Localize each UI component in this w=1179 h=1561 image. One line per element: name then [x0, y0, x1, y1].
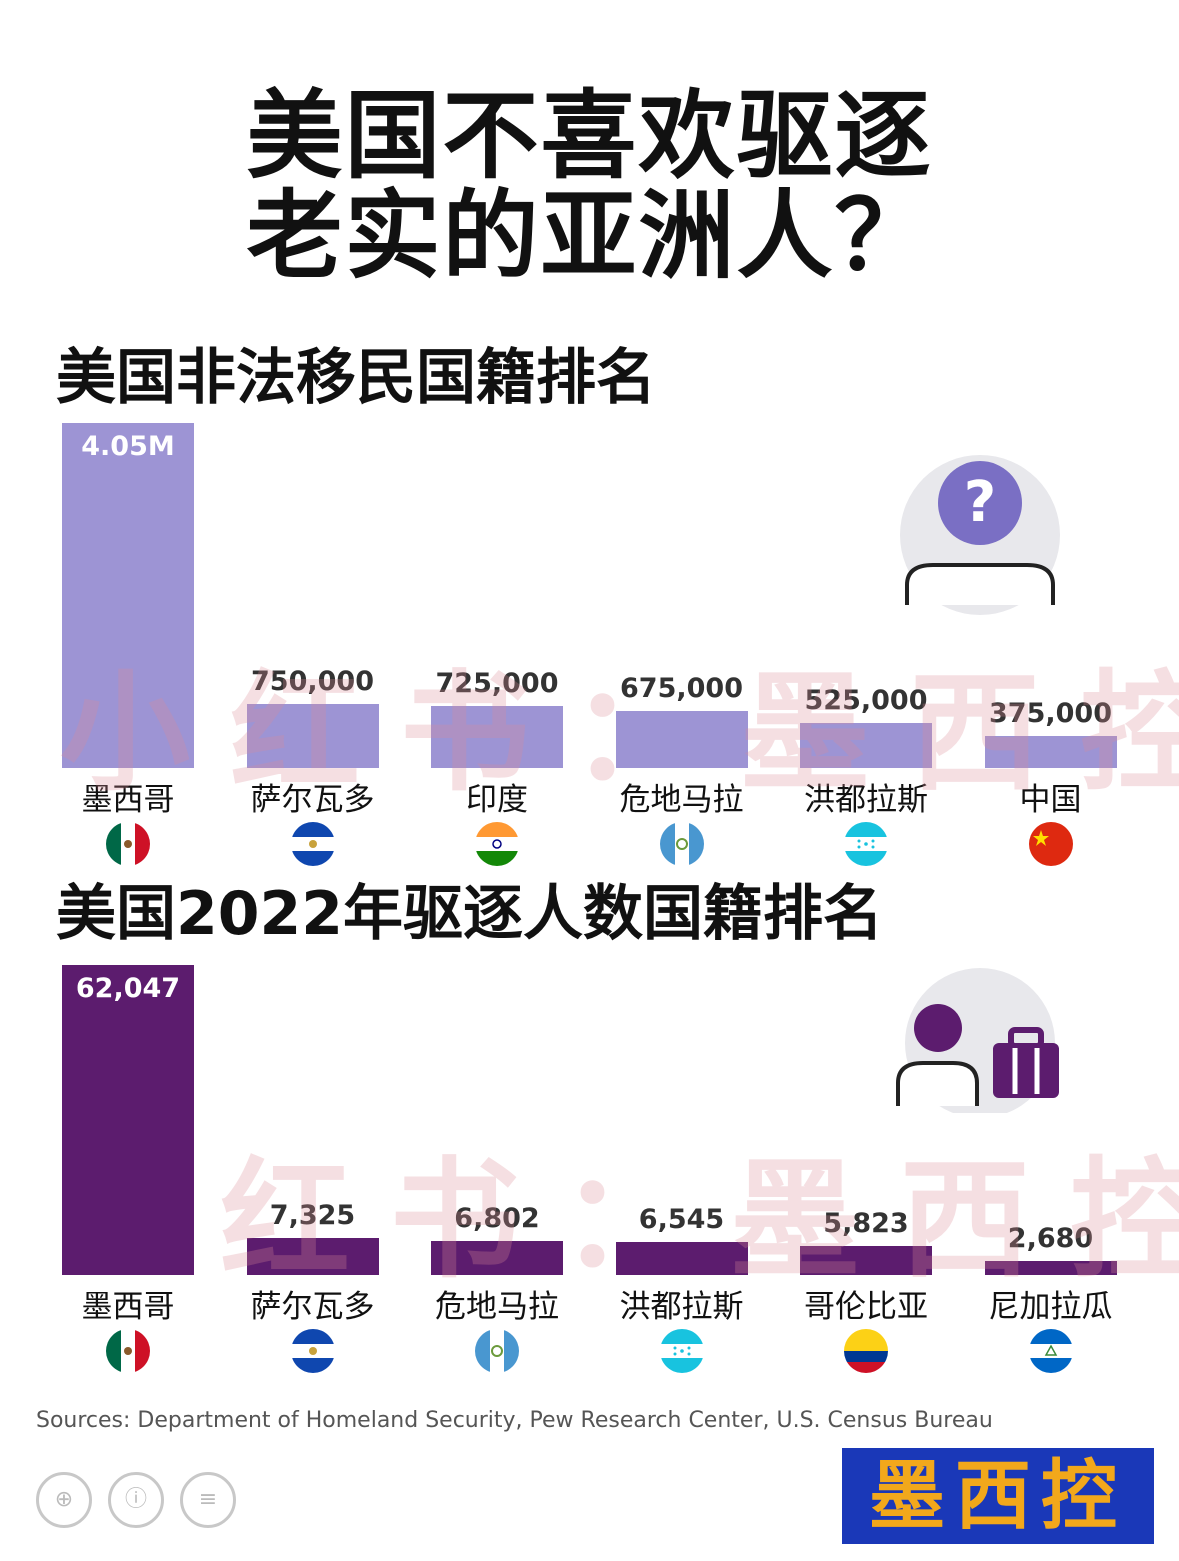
chart-2-bar-2: [246, 1238, 379, 1275]
chart-1-value-label-4: 675,000: [620, 672, 743, 704]
nicaragua-flag-icon: [1028, 1329, 1073, 1373]
chart-2-value-label-5: 5,823: [823, 1207, 909, 1239]
chart-2-category-label-1: 墨西哥: [81, 1289, 175, 1325]
el-salvador-flag-icon: [290, 822, 335, 866]
chart-1-category-label-4: 危地马拉: [619, 782, 744, 818]
chart-2-category-label-4: 洪都拉斯: [619, 1289, 744, 1325]
source-note: Sources: Department of Homeland Security…: [36, 1408, 993, 1433]
chart-2-value-label-1: 62,047: [75, 973, 181, 1004]
chart-2-bar-6: [984, 1261, 1117, 1275]
chart-2-bar-4: [615, 1242, 748, 1275]
menu-icon[interactable]: ≡: [180, 1472, 236, 1528]
chart-2-bar-1: [62, 965, 194, 1275]
chart-2-bar-3: [431, 1241, 563, 1275]
mexico-flag-icon: [106, 822, 150, 866]
guatemala-flag-icon: [659, 822, 704, 866]
chart-1-category-label-5: 洪都拉斯: [804, 782, 928, 818]
chart-2-category-label-3: 危地马拉: [435, 1289, 559, 1325]
chart-1-category-label-2: 萨尔瓦多: [250, 782, 375, 818]
chart-2-category-label-5: 哥伦比亚: [804, 1289, 928, 1325]
chart-2-title: 美国2022年驱逐人数国籍排名: [56, 879, 883, 949]
zoom-icon[interactable]: ⊕: [36, 1472, 92, 1528]
china-flag-icon: [1028, 822, 1073, 866]
honduras-flag-icon: [659, 1329, 704, 1373]
chart-1-category-label-3: 印度: [466, 782, 528, 818]
brand-logo: 墨西控: [842, 1448, 1154, 1544]
colombia-flag-icon: [844, 1329, 888, 1373]
chart-2-value-label-4: 6,545: [638, 1204, 725, 1236]
question-person-icon: ?: [900, 455, 1060, 615]
chart-1-value-label-3: 725,000: [435, 668, 559, 700]
chart-1-title: 美国非法移民国籍排名: [56, 343, 656, 413]
chart-1-bar-2: [246, 704, 379, 768]
chart-1-value-label-2: 750,000: [251, 666, 374, 698]
chart-1-illegal-immigrants: 4.05M 墨西哥 750,000 萨尔瓦多 725,000 印度 675,000 危地马拉 5…: [0, 420, 1179, 870]
main-title-line-1: 美国不喜欢驱逐: [246, 80, 933, 192]
chart-2-category-label-6: 尼加拉瓜: [988, 1289, 1113, 1325]
chart-1-bar-6: [984, 736, 1117, 768]
chart-1-bar-1: [62, 423, 194, 768]
chart-1-bar-4: [615, 710, 748, 768]
chart-1-value-label-1: 4.05M: [81, 431, 175, 462]
mexico-flag-icon: [106, 1329, 150, 1373]
india-flag-icon: [475, 822, 519, 866]
chart-2-deportations: 62,047 墨西哥 7,325 萨尔瓦多 6,802 危地马拉 6,545 洪都拉斯 5,82…: [0, 960, 1179, 1380]
chart-1-category-label-6: 中国: [1019, 782, 1082, 818]
chart-2-bar-5: [800, 1245, 932, 1275]
chart-2-category-label-2: 萨尔瓦多: [250, 1289, 375, 1325]
chart-1-bar-5: [800, 723, 932, 768]
chart-1-value-label-6: 375,000: [989, 698, 1112, 730]
svg-text:?: ?: [964, 470, 996, 535]
chart-1-category-label-1: 墨西哥: [81, 782, 175, 818]
chart-1-value-label-5: 525,000: [804, 685, 928, 717]
honduras-flag-icon: [844, 822, 888, 866]
chart-2-value-label-6: 2,680: [1007, 1223, 1094, 1254]
el-salvador-flag-icon: [290, 1329, 335, 1373]
deported-person-icon: [896, 968, 1059, 1113]
guatemala-flag-icon: [475, 1329, 519, 1373]
chart-1-bar-3: [431, 706, 563, 768]
main-title-line-2: 老实的亚洲人？: [246, 180, 933, 292]
chart-2-value-label-3: 6,802: [454, 1203, 540, 1235]
info-icon[interactable]: ⓘ: [108, 1472, 164, 1528]
chart-2-value-label-2: 7,325: [269, 1200, 356, 1232]
